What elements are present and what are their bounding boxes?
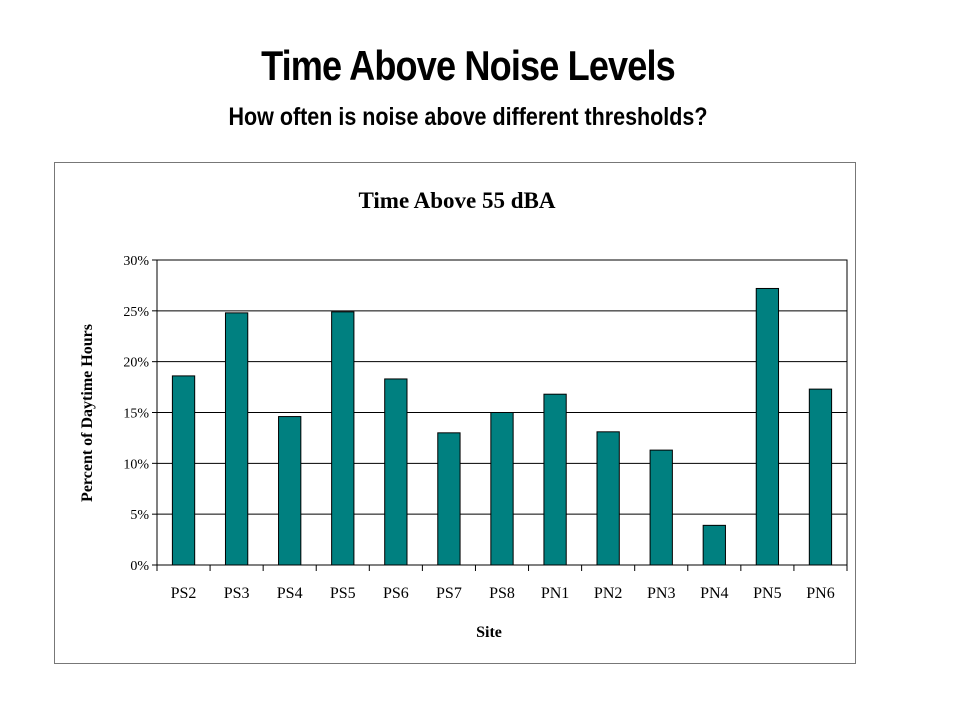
bar-ps3 bbox=[224, 312, 249, 566]
bar-pn4 bbox=[702, 524, 726, 566]
x-tick-label: PN6 bbox=[806, 585, 834, 602]
x-tick-label: PN5 bbox=[753, 585, 781, 602]
y-axis-label: Percent of Daytime Hours bbox=[79, 324, 96, 502]
x-tick-label: PN1 bbox=[541, 585, 569, 602]
slide-title: Time Above Noise Levels bbox=[261, 42, 676, 89]
y-tick-label: 30% bbox=[123, 254, 149, 269]
bar-pn1 bbox=[543, 393, 567, 566]
x-tick-label: PS2 bbox=[171, 585, 197, 602]
bar-ps4 bbox=[278, 416, 302, 566]
bar-ps8 bbox=[490, 412, 514, 566]
x-tick-label: PS7 bbox=[436, 585, 462, 602]
slide-subtitle: How often is noise above different thres… bbox=[228, 103, 708, 131]
x-tick-label: PN3 bbox=[647, 585, 675, 602]
x-tick-label: PS8 bbox=[489, 585, 515, 602]
x-tick-label: PS6 bbox=[383, 585, 409, 602]
chart-title: Time Above 55 dBA bbox=[358, 188, 555, 213]
bar-pn3 bbox=[649, 449, 673, 566]
bar-ps6 bbox=[384, 378, 408, 566]
chart-frame: Time Above 55 dBA Site Percent of Daytim… bbox=[54, 162, 856, 664]
y-tick-label: 0% bbox=[130, 559, 149, 574]
y-tick-label: 25% bbox=[123, 305, 149, 320]
bar-ps7 bbox=[437, 432, 461, 566]
y-tick-label: 10% bbox=[123, 457, 149, 472]
bar-pn2 bbox=[596, 431, 620, 566]
x-tick-label: PN4 bbox=[700, 585, 728, 602]
bar-ps2 bbox=[171, 375, 196, 566]
x-tick-label: PS3 bbox=[224, 585, 250, 602]
y-tick-label: 15% bbox=[123, 407, 149, 422]
bar-ps5 bbox=[331, 311, 355, 566]
bar-chart: Time Above 55 dBA Site Percent of Daytim… bbox=[79, 188, 848, 641]
x-tick-label: PS4 bbox=[277, 585, 303, 602]
x-tick-label: PS5 bbox=[330, 585, 356, 602]
bar-pn5 bbox=[755, 287, 780, 566]
x-tick-label: PN2 bbox=[594, 585, 622, 602]
plot-area: 0% 5% 10% 15% 20% 25% 30% PS2 PS3 PS4 PS5 PS6 PS7 PS8… bbox=[123, 254, 848, 602]
y-tick-label: 5% bbox=[130, 508, 149, 523]
bar-pn6 bbox=[808, 388, 833, 566]
x-axis-label: Site bbox=[476, 624, 502, 641]
y-tick-label: 20% bbox=[123, 356, 149, 371]
